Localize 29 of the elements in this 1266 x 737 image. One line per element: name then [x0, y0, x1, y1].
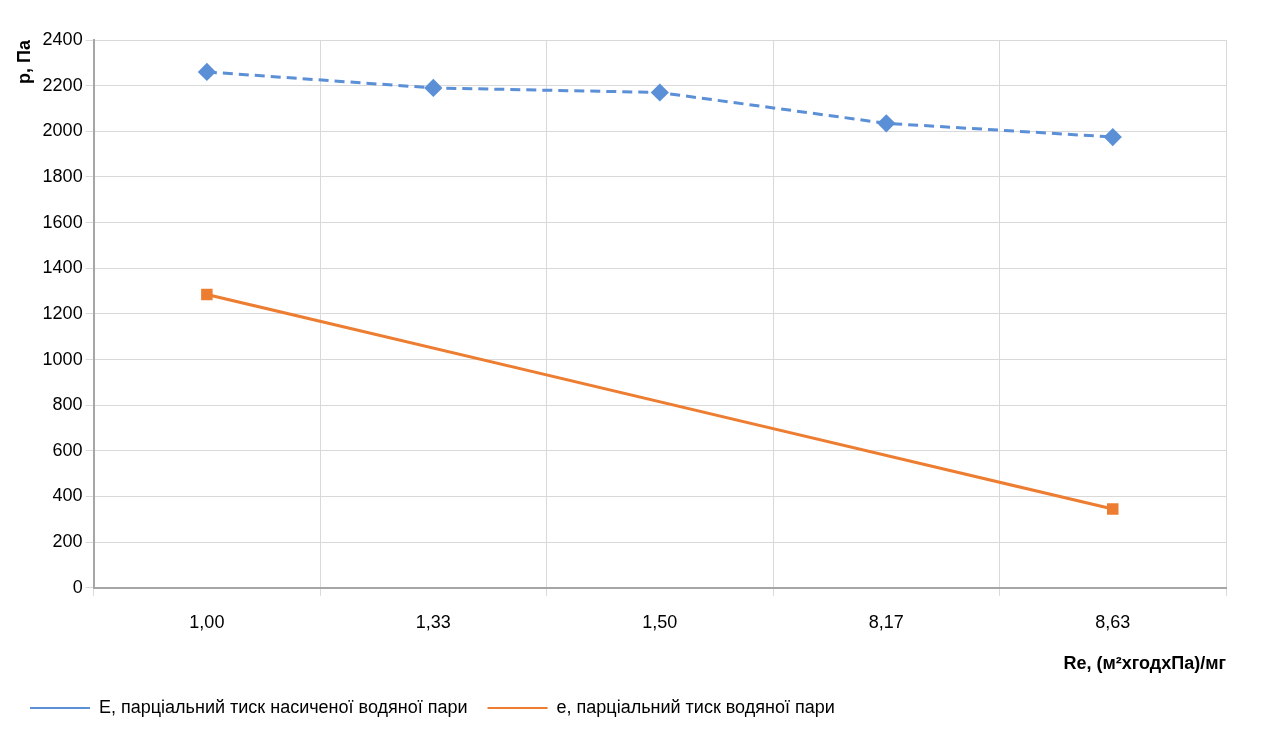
y-tick-label: 1400	[42, 257, 83, 278]
x-tick-label: 8,63	[1095, 611, 1131, 632]
point	[201, 288, 213, 301]
point	[198, 63, 216, 81]
x-tick-label: 1,00	[189, 611, 225, 632]
legend-label: е, парціальний тиск водяної пари	[556, 696, 835, 717]
point	[1107, 503, 1119, 515]
y-tick-label: 200	[52, 531, 83, 552]
y-tick-label: 1200	[42, 302, 83, 323]
legend-label: Е, парціальний тиск насиченої водяної пари	[99, 696, 468, 717]
y-tick-label: 600	[52, 439, 83, 460]
point	[1104, 128, 1122, 146]
point	[877, 114, 895, 132]
x-axis-title: Re, (м²хгодхПа)/мг	[1063, 653, 1227, 674]
y-tick-label: 1800	[42, 165, 83, 186]
y-tick-label: 2200	[42, 74, 83, 95]
y-tick-label: 0	[72, 576, 83, 597]
y-tick-label: 1600	[42, 211, 83, 232]
x-tick-label: 8,17	[868, 611, 904, 632]
x-tick-label: 1,33	[415, 611, 451, 632]
y-tick-label: 2400	[42, 28, 83, 49]
x-tick-label: 1,50	[642, 611, 678, 632]
point	[651, 84, 669, 101]
y-tick-label: 1000	[42, 348, 83, 369]
y-tick-label: 800	[52, 394, 83, 415]
y-tick-label: 400	[52, 485, 83, 506]
y-axis-title: р, Па	[13, 39, 34, 84]
y-tick-label: 2000	[42, 120, 83, 141]
point	[424, 79, 442, 97]
